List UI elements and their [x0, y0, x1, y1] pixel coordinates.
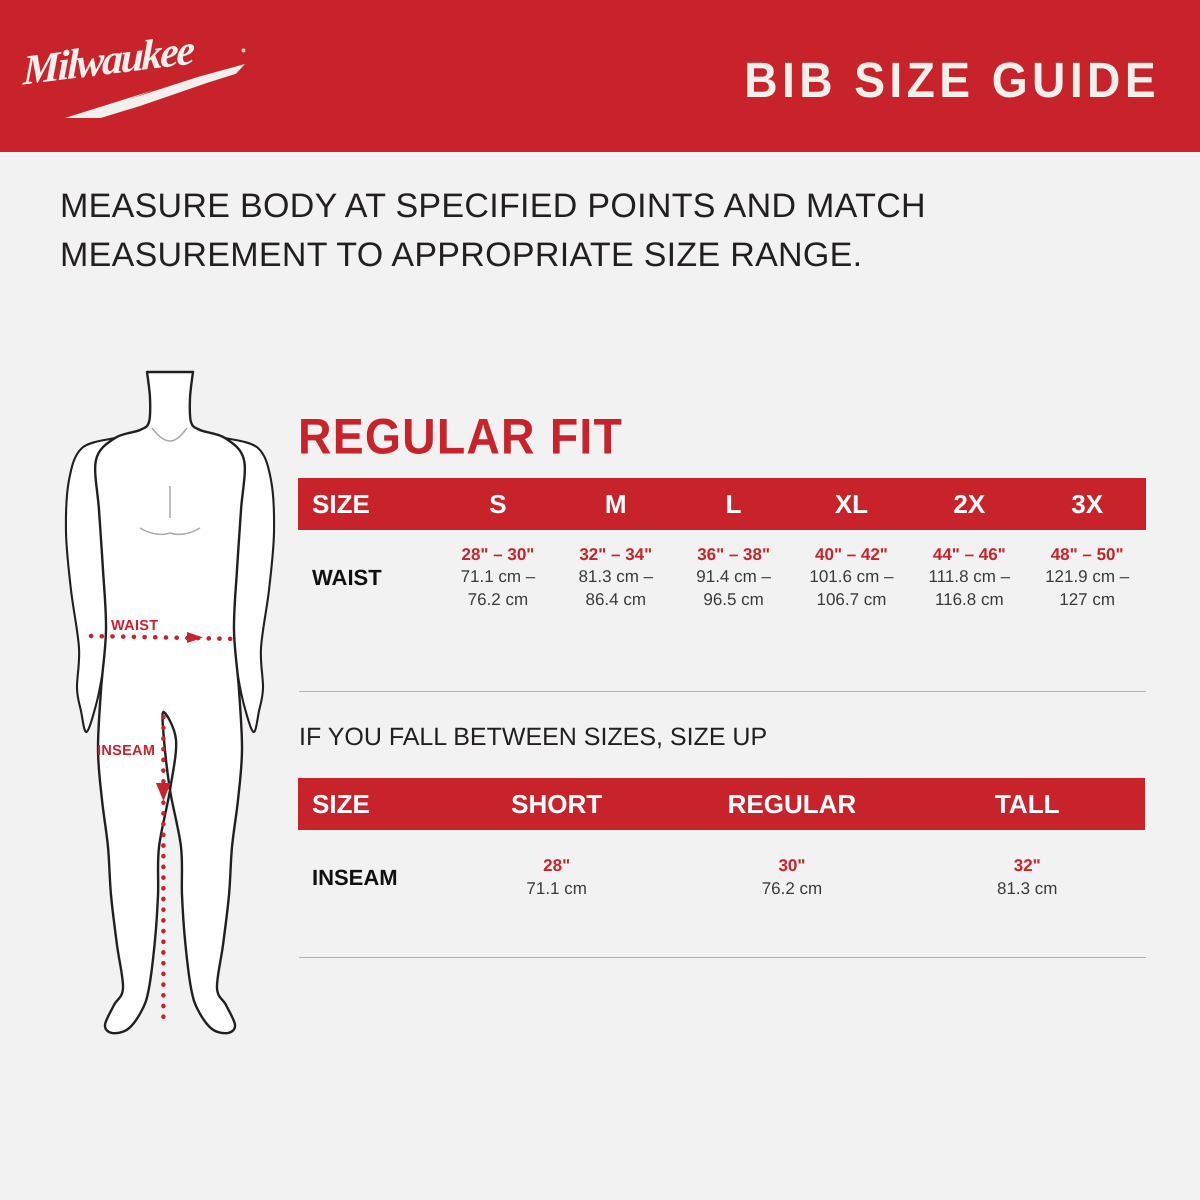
svg-text:Milwaukee: Milwaukee — [22, 28, 195, 94]
